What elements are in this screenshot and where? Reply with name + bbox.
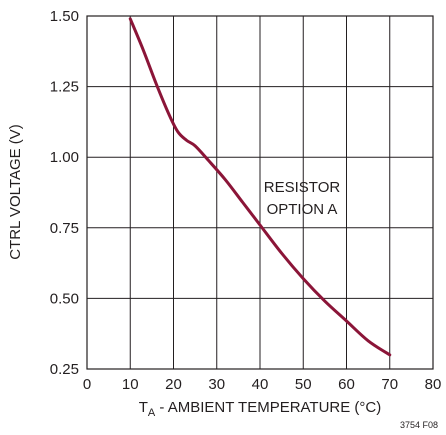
figure-id: 3754 F08 [400, 420, 438, 430]
x-tick-label-3: 30 [208, 376, 225, 393]
x-axis-label: TA - AMBIENT TEMPERATURE (°C) [139, 399, 382, 419]
series-line-0 [128, 17, 392, 357]
series-layer [128, 17, 392, 357]
y-tick-label-5: 0.25 [50, 361, 79, 378]
x-tick-label-4: 40 [252, 376, 269, 393]
annotation-line-2: OPTION A [267, 201, 338, 218]
y-tick-label-0: 1.50 [50, 8, 79, 25]
x-axis-label-subscript: A [148, 407, 156, 419]
y-tick-label-1: 1.25 [50, 79, 79, 96]
y-tick-label-4: 0.50 [50, 290, 79, 307]
x-axis-label-main: T [139, 399, 148, 416]
x-tick-label-1: 10 [122, 376, 139, 393]
x-axis-label-rest: - AMBIENT TEMPERATURE (°C) [155, 399, 381, 416]
x-tick-label-8: 80 [425, 376, 442, 393]
annotation-line-1: RESISTOR [264, 179, 341, 196]
x-tick-labels: 0 10 20 30 40 50 60 70 80 [83, 376, 442, 393]
y-tick-labels: 1.50 1.25 1.00 0.75 0.50 0.25 [50, 8, 79, 378]
x-tick-label-7: 70 [381, 376, 398, 393]
x-tick-label-5: 50 [295, 376, 312, 393]
x-tick-label-6: 60 [338, 376, 355, 393]
y-tick-label-3: 0.75 [50, 220, 79, 237]
y-tick-label-2: 1.00 [50, 149, 79, 166]
grid [86, 15, 434, 370]
x-tick-label-2: 20 [165, 376, 182, 393]
plot-frame [86, 15, 434, 370]
x-tick-label-0: 0 [83, 376, 91, 393]
y-axis-label: CTRL VOLTAGE (V) [7, 124, 24, 260]
